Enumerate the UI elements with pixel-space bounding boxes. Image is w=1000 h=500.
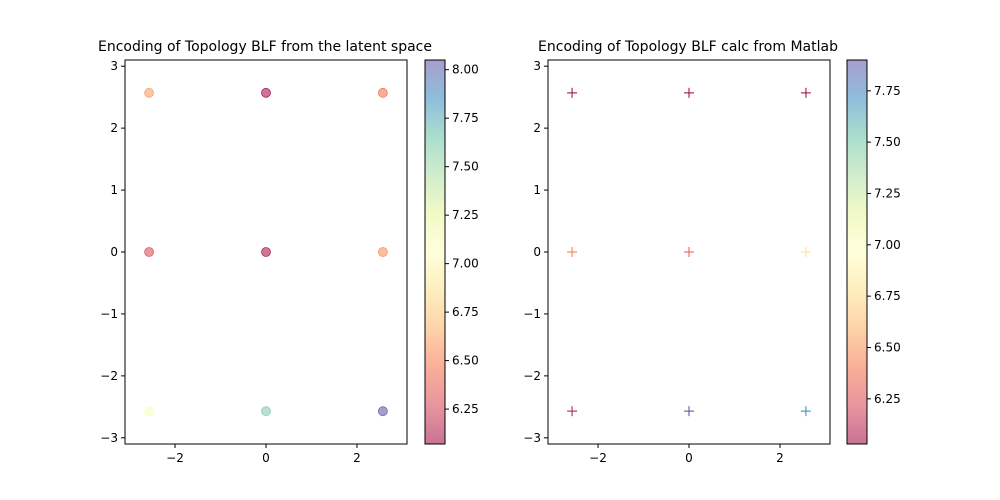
- data-point: [800, 87, 811, 98]
- points-layer-right: [567, 87, 811, 417]
- y-tick-label: −3: [100, 431, 118, 445]
- data-point: [144, 406, 155, 417]
- colorbar-ticks-left: 6.25 6.50 6.75 7.00 7.25 7.50 7.75 8.00: [445, 63, 479, 416]
- data-point: [567, 406, 578, 417]
- colorbar-tick-label: 7.75: [874, 84, 901, 98]
- data-point: [261, 247, 271, 257]
- data-point: [684, 247, 694, 257]
- x-tick-label: −2: [166, 451, 184, 465]
- colorbar-tick-label: 6.50: [874, 340, 901, 354]
- colorbar-tick-label: 6.50: [452, 354, 479, 368]
- y-tick-label: 1: [533, 183, 541, 197]
- data-point: [684, 406, 694, 417]
- data-point: [261, 406, 271, 417]
- colorbar-tick-label: 6.25: [874, 392, 901, 406]
- data-point: [377, 87, 388, 98]
- colorbar-tick-label: 7.75: [452, 111, 479, 125]
- x-tick-label: −2: [589, 451, 607, 465]
- y-tick-label: 2: [533, 121, 541, 135]
- data-point: [800, 247, 811, 257]
- data-point: [377, 247, 388, 257]
- x-tick-label: 0: [685, 451, 693, 465]
- y-ticks-left: −3 −2 −1 0 1 2 3: [100, 59, 125, 445]
- data-point: [377, 406, 388, 417]
- y-tick-label: 3: [533, 59, 541, 73]
- colorbar-tick-label: 7.00: [874, 238, 901, 252]
- y-tick-label: −3: [523, 431, 541, 445]
- y-tick-label: −1: [100, 307, 118, 321]
- y-tick-label: 0: [533, 245, 541, 259]
- colorbar-ticks-right: 6.25 6.50 6.75 7.00 7.25 7.50 7.75: [867, 84, 901, 406]
- colorbar-left: 6.25 6.50 6.75 7.00 7.25 7.50 7.75 8.00: [424, 59, 479, 445]
- x-ticks-right: −2 0 2: [589, 444, 784, 465]
- colorbar-tick-label: 7.00: [452, 257, 479, 271]
- subplot-left: Encoding of Topology BLF from the latent…: [98, 39, 432, 465]
- data-point: [800, 406, 811, 417]
- colorbar-tick-label: 6.25: [452, 402, 479, 416]
- points-layer-left: [144, 87, 388, 417]
- colorbar-tick-label: 7.50: [874, 135, 901, 149]
- colorbar-right: 6.25 6.50 6.75 7.00 7.25 7.50 7.75: [846, 59, 901, 445]
- colorbar-tick-label: 7.25: [452, 208, 479, 222]
- x-tick-label: 2: [353, 451, 361, 465]
- data-point: [144, 87, 155, 98]
- data-point: [144, 247, 155, 257]
- colorbar-tick-label: 6.75: [874, 289, 901, 303]
- y-tick-label: 0: [110, 245, 118, 259]
- y-tick-label: 3: [110, 59, 118, 73]
- y-tick-label: −1: [523, 307, 541, 321]
- colorbar-frame-right: [846, 59, 868, 445]
- colorbar-gradient-left: [425, 60, 445, 444]
- colorbar-tick-label: 7.50: [452, 160, 479, 174]
- y-tick-label: −2: [100, 369, 118, 383]
- chart-title-right: Encoding of Topology BLF calc from Matla…: [538, 39, 838, 55]
- y-tick-label: −2: [523, 369, 541, 383]
- data-point: [567, 87, 578, 98]
- y-tick-label: 1: [110, 183, 118, 197]
- colorbar-tick-label: 8.00: [452, 63, 479, 77]
- colorbar-tick-label: 7.25: [874, 186, 901, 200]
- x-ticks-left: −2 0 2: [166, 444, 361, 465]
- y-tick-label: 2: [110, 121, 118, 135]
- data-point: [567, 247, 578, 257]
- y-ticks-right: −3 −2 −1 0 1 2 3: [523, 59, 548, 445]
- subplot-right: Encoding of Topology BLF calc from Matla…: [523, 39, 838, 465]
- colorbar-gradient-right: [847, 60, 867, 444]
- colorbar-tick-label: 6.75: [452, 305, 479, 319]
- x-tick-label: 0: [262, 451, 270, 465]
- x-tick-label: 2: [776, 451, 784, 465]
- chart-title-left: Encoding of Topology BLF from the latent…: [98, 39, 432, 55]
- data-point: [261, 87, 271, 98]
- data-point: [684, 87, 694, 98]
- colorbar-frame-left: [424, 59, 446, 445]
